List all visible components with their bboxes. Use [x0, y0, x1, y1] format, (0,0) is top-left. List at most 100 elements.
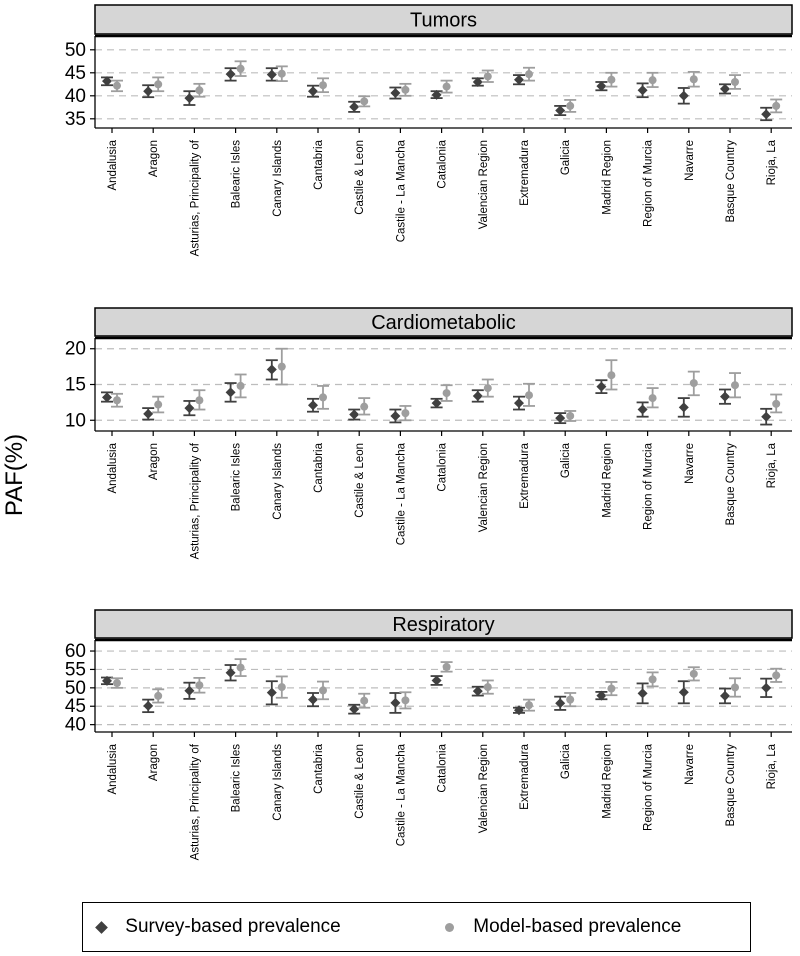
x-tick-label: Castile & Leon: [354, 443, 366, 518]
x-tick-label: Castile & Leon: [354, 140, 366, 215]
survey-point: [720, 690, 730, 701]
model-point: [113, 396, 121, 405]
survey-point: [225, 667, 236, 678]
survey-point: [472, 77, 483, 87]
x-tick-label: Aragon: [148, 140, 160, 177]
survey-point: [143, 408, 154, 419]
model-point: [731, 381, 739, 390]
survey-point: [596, 81, 607, 92]
survey-point: [720, 391, 730, 402]
x-tick-label: Balearic Isles: [231, 140, 243, 209]
model-point: [113, 679, 121, 688]
model-point: [648, 394, 657, 403]
x-tick-label: Catalonia: [437, 139, 449, 188]
x-tick-label: Madrid Region: [601, 443, 613, 518]
x-tick-label: Rioja, La: [766, 139, 778, 185]
x-tick-label: Castile & Leon: [354, 744, 366, 819]
survey-point: [637, 404, 648, 415]
survey-point: [514, 398, 524, 409]
model-point: [401, 85, 410, 94]
legend: Survey-based prevalence Model-based prev…: [82, 902, 751, 952]
survey-point: [308, 694, 318, 705]
x-tick-label: Valencian Region: [478, 140, 490, 229]
x-tick-label: Balearic Isles: [231, 443, 243, 512]
survey-point: [678, 90, 689, 101]
x-tick-label: Extremadura: [519, 743, 531, 809]
model-point: [319, 686, 327, 695]
x-tick-label: Aragon: [148, 744, 160, 781]
model-point: [442, 82, 451, 91]
model-point: [277, 362, 286, 371]
legend-item-survey: Survey-based prevalence: [93, 916, 341, 938]
model-point: [731, 78, 739, 86]
survey-point: [184, 403, 195, 414]
x-tick-label: Canary Islands: [272, 443, 284, 520]
survey-point: [308, 400, 318, 411]
survey-point: [596, 690, 607, 701]
survey-point: [761, 411, 772, 422]
survey-point: [143, 86, 154, 97]
y-tick-label: 60: [65, 641, 86, 662]
panel-title-tumors: Tumors: [410, 10, 477, 32]
x-tick-label: Valencian Region: [478, 443, 490, 532]
x-tick-label: Catalonia: [437, 743, 449, 792]
survey-point: [472, 686, 483, 697]
survey-point: [472, 390, 483, 401]
y-tick-label: 40: [65, 715, 86, 736]
x-tick-label: Extremadura: [519, 139, 531, 205]
x-tick-label: Basque Country: [725, 140, 737, 223]
x-tick-label: Cantabria: [313, 743, 325, 793]
survey-point: [349, 101, 360, 112]
survey-point: [431, 398, 442, 409]
survey-point: [102, 76, 112, 87]
model-point: [689, 669, 698, 678]
legend-diamond-icon: [95, 920, 108, 934]
survey-point: [225, 69, 236, 80]
x-tick-label: Valencian Region: [478, 744, 490, 833]
survey-point: [102, 675, 112, 686]
survey-point: [720, 83, 730, 94]
survey-point: [596, 381, 607, 392]
x-tick-label: Galicia: [560, 743, 572, 779]
survey-point: [431, 89, 442, 100]
survey-point: [266, 687, 277, 698]
model-point: [401, 409, 410, 418]
x-tick-label: Basque Country: [725, 744, 737, 827]
y-tick-label: 45: [65, 63, 86, 84]
model-point: [566, 411, 575, 420]
x-tick-label: Andalusia: [107, 139, 119, 190]
model-point: [607, 371, 616, 380]
model-point: [483, 384, 492, 393]
x-tick-label: Rioja, La: [766, 442, 778, 488]
legend-label-model: Model-based prevalence: [473, 916, 682, 937]
model-point: [195, 681, 204, 690]
model-point: [731, 683, 739, 692]
legend-item-model: Model-based prevalence: [441, 916, 681, 938]
model-point: [442, 389, 451, 398]
model-point: [236, 381, 245, 390]
survey-point: [390, 410, 401, 421]
survey-point: [678, 402, 689, 413]
model-point: [525, 70, 533, 79]
model-point: [689, 75, 698, 84]
panel-title-respiratory: Respiratory: [392, 614, 494, 636]
survey-point: [390, 697, 401, 708]
y-tick-label: 40: [65, 86, 86, 107]
x-tick-label: Cantabria: [313, 442, 325, 492]
survey-point: [761, 109, 772, 120]
model-point: [772, 671, 781, 680]
model-point: [772, 399, 781, 408]
model-point: [772, 101, 781, 110]
survey-point: [225, 387, 236, 398]
survey-point: [266, 69, 277, 80]
model-point: [154, 80, 163, 89]
model-point: [689, 379, 698, 388]
model-point: [154, 691, 163, 700]
model-point: [401, 696, 410, 705]
x-tick-label: Andalusia: [107, 442, 119, 493]
x-tick-label: Navarre: [684, 744, 696, 785]
x-tick-label: Madrid Region: [601, 744, 613, 819]
y-tick-label: 45: [65, 696, 86, 717]
model-point: [607, 75, 616, 84]
x-tick-label: Region of Murcia: [643, 743, 655, 831]
